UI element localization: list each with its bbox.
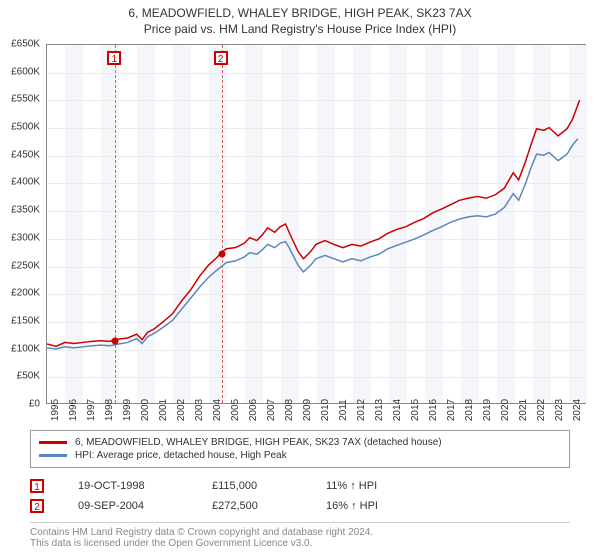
footer: Contains HM Land Registry data © Crown c…	[30, 522, 570, 549]
x-axis-label: 2009	[302, 399, 313, 421]
y-axis-label: £650K	[0, 39, 40, 50]
legend-swatch-b	[39, 454, 67, 457]
x-axis-label: 2003	[194, 399, 205, 421]
table-row: 1 19-OCT-1998 £115,000 11% ↑ HPI	[30, 476, 570, 496]
legend-swatch-a	[39, 441, 67, 444]
x-axis-label: 2014	[392, 399, 403, 421]
x-axis-label: 2015	[410, 399, 421, 421]
x-axis-label: 2007	[266, 399, 277, 421]
sale-marker-1: 1	[30, 479, 44, 493]
y-axis-label: £250K	[0, 260, 40, 271]
x-axis-label: 2010	[320, 399, 331, 421]
x-axis-label: 2000	[140, 399, 151, 421]
legend: 6, MEADOWFIELD, WHALEY BRIDGE, HIGH PEAK…	[30, 430, 570, 468]
x-axis-label: 2004	[212, 399, 223, 421]
x-axis-label: 2016	[428, 399, 439, 421]
chart-lines	[47, 45, 585, 403]
sale-date: 19-OCT-1998	[78, 480, 178, 492]
x-axis-label: 2018	[464, 399, 475, 421]
x-axis-label: 1996	[68, 399, 79, 421]
y-axis-label: £0	[0, 399, 40, 410]
legend-row-b: HPI: Average price, detached house, High…	[39, 449, 561, 462]
legend-label-b: HPI: Average price, detached house, High…	[75, 450, 287, 461]
x-axis-label: 2002	[176, 399, 187, 421]
y-axis-label: £550K	[0, 94, 40, 105]
x-axis-label: 2022	[536, 399, 547, 421]
x-axis-label: 1998	[104, 399, 115, 421]
sale-pct: 16% ↑ HPI	[326, 500, 416, 512]
x-axis-label: 2019	[482, 399, 493, 421]
sale-price: £272,500	[212, 500, 292, 512]
page-subtitle: Price paid vs. HM Land Registry's House …	[0, 22, 600, 36]
y-axis-label: £300K	[0, 232, 40, 243]
x-axis-label: 2021	[518, 399, 529, 421]
page-title: 6, MEADOWFIELD, WHALEY BRIDGE, HIGH PEAK…	[0, 6, 600, 20]
x-axis-label: 1999	[122, 399, 133, 421]
footer-line-1: Contains HM Land Registry data © Crown c…	[30, 527, 570, 538]
table-row: 2 09-SEP-2004 £272,500 16% ↑ HPI	[30, 496, 570, 516]
y-axis-label: £400K	[0, 177, 40, 188]
sale-date: 09-SEP-2004	[78, 500, 178, 512]
x-axis-label: 2017	[446, 399, 457, 421]
legend-label-a: 6, MEADOWFIELD, WHALEY BRIDGE, HIGH PEAK…	[75, 437, 442, 448]
x-axis-label: 2005	[230, 399, 241, 421]
x-axis-label: 1997	[86, 399, 97, 421]
x-axis-label: 1995	[50, 399, 61, 421]
sale-marker-2: 2	[30, 499, 44, 513]
y-axis-label: £500K	[0, 122, 40, 133]
y-axis-label: £600K	[0, 66, 40, 77]
y-axis-label: £100K	[0, 343, 40, 354]
y-axis-label: £200K	[0, 288, 40, 299]
sales-table: 1 19-OCT-1998 £115,000 11% ↑ HPI 2 09-SE…	[30, 476, 570, 516]
x-axis-label: 2023	[554, 399, 565, 421]
y-axis-label: £350K	[0, 205, 40, 216]
x-axis-label: 2012	[356, 399, 367, 421]
sale-price: £115,000	[212, 480, 292, 492]
y-axis-label: £150K	[0, 315, 40, 326]
x-axis-label: 2020	[500, 399, 511, 421]
y-axis-label: £50K	[0, 371, 40, 382]
y-axis-label: £450K	[0, 149, 40, 160]
x-axis-label: 2011	[338, 399, 349, 421]
x-axis-label: 2006	[248, 399, 259, 421]
x-axis-label: 2024	[572, 399, 583, 421]
sale-marker-box: 1	[107, 51, 121, 65]
sale-marker-box: 2	[214, 51, 228, 65]
price-chart: 12	[46, 44, 586, 404]
sale-pct: 11% ↑ HPI	[326, 480, 416, 492]
legend-row-a: 6, MEADOWFIELD, WHALEY BRIDGE, HIGH PEAK…	[39, 436, 561, 449]
sale-dot	[218, 251, 225, 258]
footer-line-2: This data is licensed under the Open Gov…	[30, 538, 570, 549]
x-axis-label: 2001	[158, 399, 169, 421]
x-axis-label: 2013	[374, 399, 385, 421]
sale-dot	[112, 338, 119, 345]
x-axis-label: 2008	[284, 399, 295, 421]
